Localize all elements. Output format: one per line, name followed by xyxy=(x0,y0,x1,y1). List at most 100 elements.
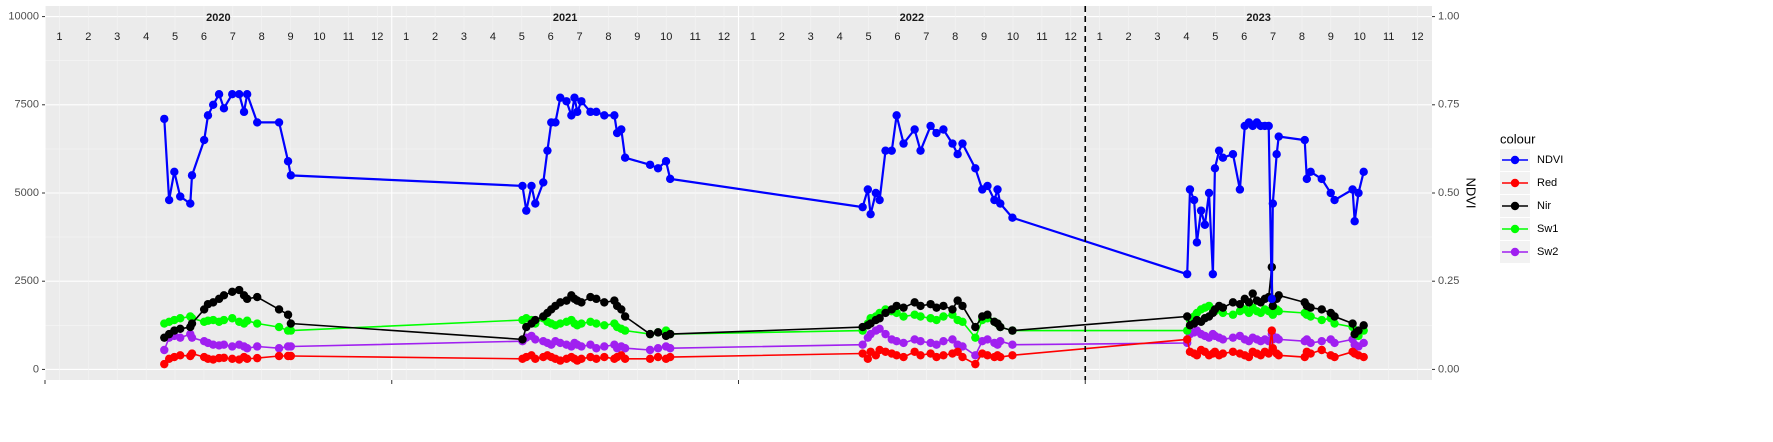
point xyxy=(665,329,675,339)
point xyxy=(620,153,630,162)
point xyxy=(1317,315,1326,325)
point xyxy=(592,354,601,364)
point xyxy=(176,333,185,342)
month-label: 5 xyxy=(865,31,871,43)
point xyxy=(863,185,873,194)
point xyxy=(620,312,630,321)
point xyxy=(187,319,197,328)
point xyxy=(1330,338,1339,348)
month-label: 12 xyxy=(718,31,730,43)
point xyxy=(866,209,875,219)
point xyxy=(1228,333,1238,342)
point xyxy=(187,333,197,342)
point xyxy=(899,352,908,362)
point xyxy=(539,178,548,187)
legend-label: NDVI xyxy=(1537,154,1563,166)
month-label: 11 xyxy=(689,31,700,43)
point xyxy=(958,301,967,311)
point xyxy=(1267,294,1277,304)
point xyxy=(953,296,962,305)
point xyxy=(881,146,890,155)
month-label: 6 xyxy=(201,31,207,43)
point xyxy=(1268,301,1278,311)
point xyxy=(176,314,185,323)
point xyxy=(1274,306,1283,316)
point xyxy=(176,192,185,201)
point xyxy=(993,185,1002,194)
point xyxy=(187,171,197,180)
point xyxy=(1274,351,1283,360)
year-label: 2022 xyxy=(900,12,924,24)
point xyxy=(620,354,630,364)
month-label: 1 xyxy=(750,31,756,43)
point xyxy=(1182,312,1192,321)
point xyxy=(1354,326,1363,335)
point xyxy=(1218,335,1228,344)
point xyxy=(562,296,571,305)
point xyxy=(1182,269,1192,279)
point xyxy=(958,139,967,148)
legend-dot xyxy=(1510,247,1520,257)
point xyxy=(932,340,941,349)
point xyxy=(283,157,293,166)
point xyxy=(1210,164,1220,173)
point xyxy=(274,351,284,361)
point xyxy=(228,354,237,364)
point xyxy=(1189,195,1199,205)
point xyxy=(1228,347,1238,356)
point xyxy=(1228,298,1238,307)
point xyxy=(1317,336,1326,346)
point xyxy=(253,118,262,127)
point xyxy=(958,352,967,362)
point xyxy=(1330,352,1339,362)
point xyxy=(653,344,663,353)
legend-title: colour xyxy=(1500,131,1536,146)
point xyxy=(543,146,552,155)
point xyxy=(160,345,169,355)
point xyxy=(1008,326,1017,335)
point xyxy=(887,146,896,155)
point xyxy=(996,322,1005,332)
point xyxy=(1359,321,1368,330)
point xyxy=(1330,319,1339,328)
point xyxy=(1235,299,1245,309)
legend-label: Red xyxy=(1537,177,1557,189)
point xyxy=(971,351,980,360)
point xyxy=(286,319,296,328)
year-label: 2023 xyxy=(1246,12,1270,24)
point xyxy=(645,160,655,169)
point xyxy=(875,314,884,323)
point xyxy=(1359,167,1368,177)
month-label: 8 xyxy=(1299,31,1305,43)
point xyxy=(1008,351,1017,360)
y2-tick-label: 0.50 xyxy=(1438,187,1459,199)
point xyxy=(1192,238,1202,247)
month-label: 1 xyxy=(403,31,409,43)
month-label: 9 xyxy=(981,31,987,43)
point xyxy=(1218,153,1228,162)
point xyxy=(1359,338,1368,348)
point xyxy=(1267,326,1277,335)
point xyxy=(892,351,901,360)
point xyxy=(283,310,293,319)
month-label: 2 xyxy=(432,31,438,43)
point xyxy=(875,324,884,334)
month-label: 4 xyxy=(490,31,496,43)
point xyxy=(242,316,252,325)
point xyxy=(932,128,941,138)
legend-dot xyxy=(1510,178,1520,188)
point xyxy=(1182,335,1192,344)
y-tick-label: 2500 xyxy=(15,275,39,287)
point xyxy=(653,164,663,173)
point xyxy=(971,164,980,173)
point xyxy=(531,199,540,208)
month-label: 8 xyxy=(952,31,958,43)
month-label: 6 xyxy=(548,31,554,43)
year-label: 2021 xyxy=(553,12,577,24)
point xyxy=(932,315,941,325)
point xyxy=(1008,213,1017,222)
point xyxy=(1306,349,1315,358)
point xyxy=(274,118,284,127)
point xyxy=(610,111,619,120)
point xyxy=(948,335,957,344)
